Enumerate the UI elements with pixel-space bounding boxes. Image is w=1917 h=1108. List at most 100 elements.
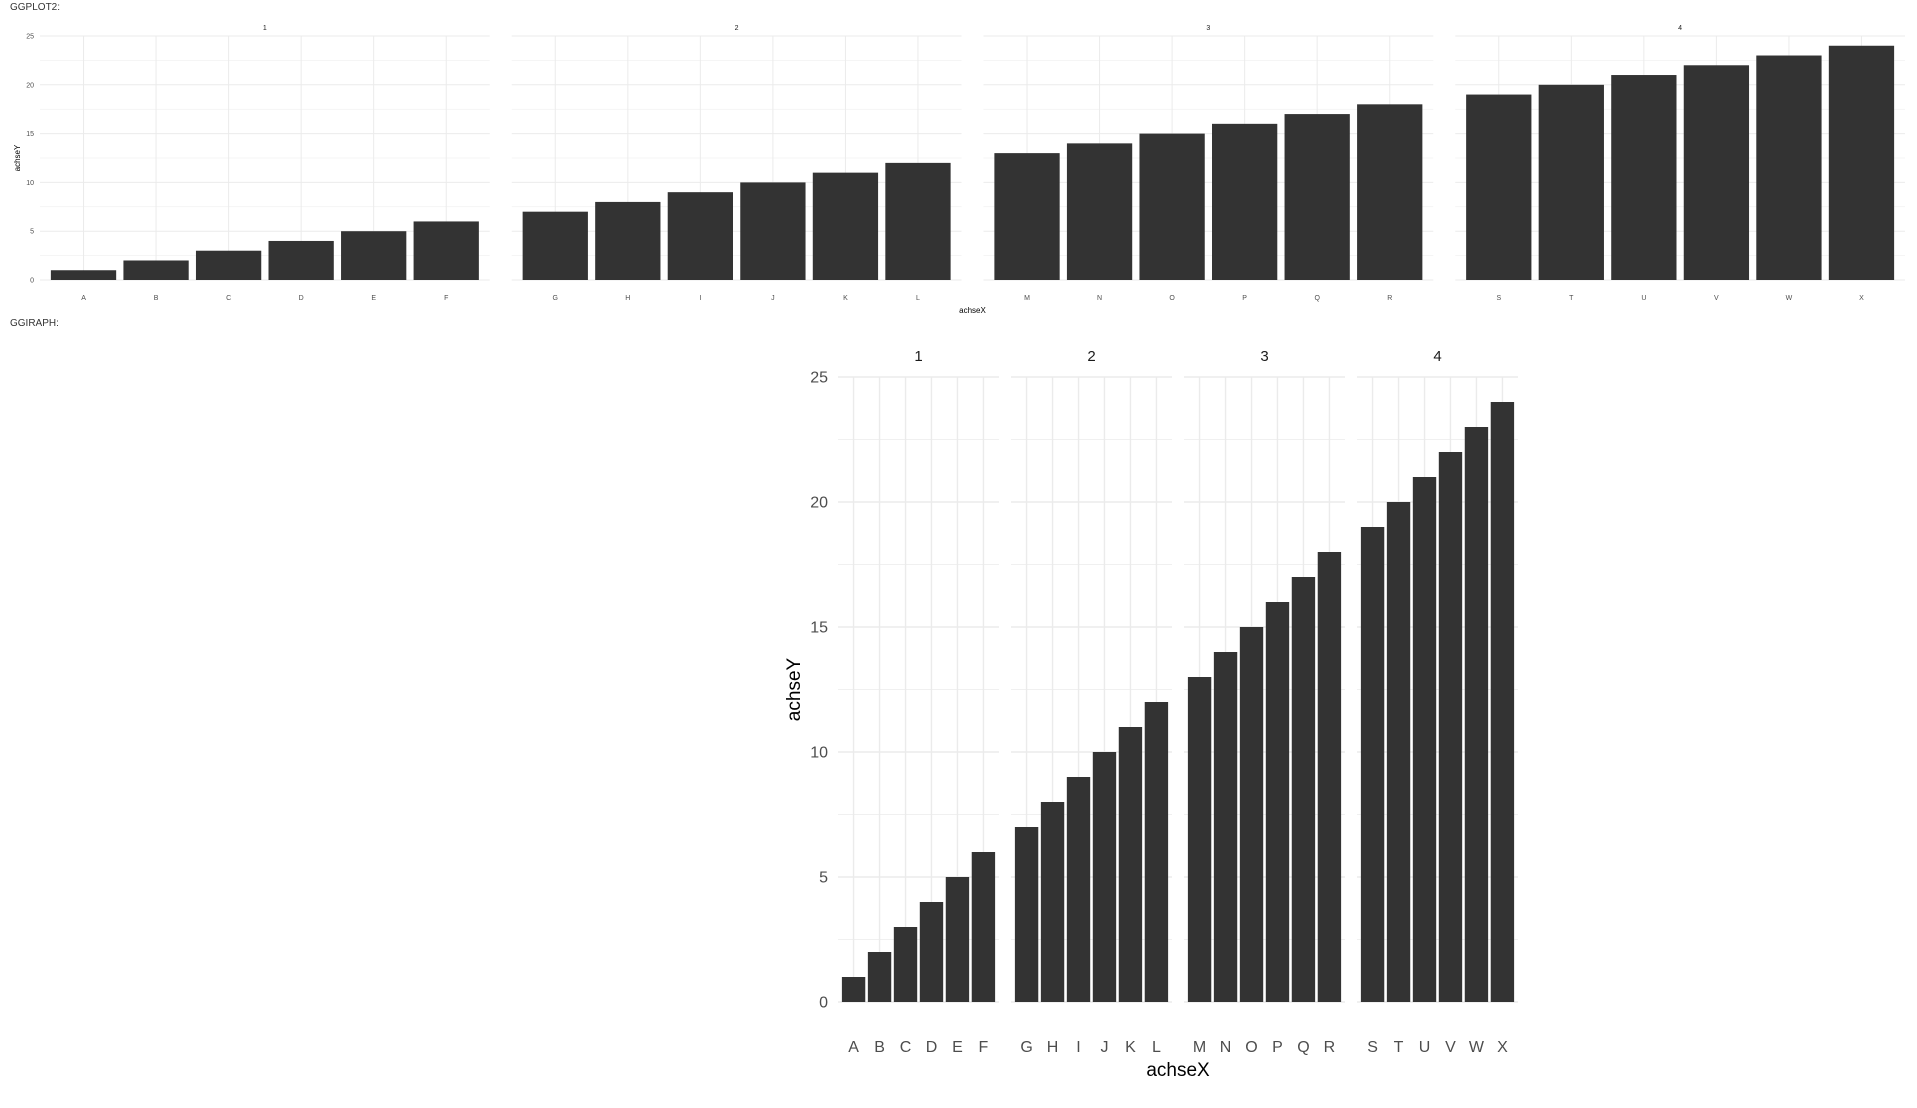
bar	[740, 182, 806, 280]
bar	[1538, 84, 1604, 280]
x-tick-label: B	[154, 295, 159, 302]
facet-label: 3	[1260, 348, 1268, 365]
bar	[1464, 427, 1489, 1002]
bar	[1118, 727, 1143, 1002]
facet-label: 4	[1678, 25, 1682, 32]
y-tick-label: 0	[30, 277, 34, 284]
x-tick-label: E	[952, 1039, 963, 1056]
x-tick-label: U	[1419, 1039, 1431, 1056]
bar	[1187, 677, 1212, 1002]
bar	[841, 977, 866, 1002]
x-tick-label: O	[1169, 295, 1175, 302]
x-tick-label: J	[771, 295, 775, 302]
bar	[1239, 627, 1264, 1002]
bar	[971, 852, 996, 1002]
bar	[1212, 123, 1278, 280]
bar	[1139, 133, 1205, 280]
y-tick-label: 15	[26, 131, 34, 138]
bar	[1828, 45, 1895, 281]
bar	[1092, 752, 1117, 1002]
x-tick-label: M	[1193, 1039, 1206, 1056]
x-tick-label: L	[1152, 1039, 1161, 1056]
bar	[1291, 577, 1316, 1002]
bar	[195, 250, 262, 280]
bar	[50, 270, 117, 280]
x-tick-label: N	[1220, 1039, 1232, 1056]
x-tick-label: R	[1324, 1039, 1336, 1056]
bar	[1040, 802, 1065, 1002]
bar	[945, 877, 970, 1002]
bar	[1014, 827, 1039, 1002]
x-tick-label: B	[874, 1039, 885, 1056]
x-tick-label: U	[1641, 295, 1646, 302]
facet-label: 4	[1433, 348, 1441, 365]
bar	[1213, 652, 1238, 1002]
bar	[1144, 702, 1169, 1002]
x-tick-label: H	[1047, 1039, 1059, 1056]
bar	[1438, 452, 1463, 1002]
x-tick-label: K	[843, 295, 848, 302]
x-tick-label: M	[1024, 295, 1030, 302]
y-tick-label: 15	[810, 620, 828, 637]
bar	[1611, 75, 1677, 280]
bar	[867, 952, 892, 1002]
x-tick-label: N	[1097, 295, 1102, 302]
bar	[1386, 502, 1411, 1002]
x-tick-label: Q	[1314, 295, 1320, 302]
bar	[1317, 552, 1342, 1002]
y-tick-label: 10	[26, 180, 34, 187]
y-tick-label: 20	[26, 82, 34, 89]
bar	[1284, 114, 1350, 280]
bar	[1265, 602, 1290, 1002]
y-tick-label: 25	[810, 370, 828, 387]
x-tick-label: X	[1859, 295, 1864, 302]
bar	[341, 231, 407, 280]
x-tick-label: P	[1272, 1039, 1283, 1056]
bar	[1066, 143, 1133, 280]
x-tick-label: A	[848, 1039, 859, 1056]
facet-label: 2	[1087, 348, 1095, 365]
x-tick-label: J	[1100, 1039, 1108, 1056]
bar	[812, 172, 879, 280]
facet-label: 2	[735, 25, 739, 32]
x-tick-label: L	[916, 295, 920, 302]
x-tick-label: H	[625, 295, 630, 302]
y-tick-label: 0	[819, 995, 828, 1012]
x-tick-label: D	[926, 1039, 938, 1056]
y-tick-label: 25	[26, 33, 34, 40]
x-tick-label: V	[1445, 1039, 1456, 1056]
x-axis-title: achseX	[1146, 1060, 1210, 1081]
x-tick-label: S	[1367, 1039, 1378, 1056]
x-tick-label: O	[1245, 1039, 1257, 1056]
bar	[413, 221, 479, 280]
x-tick-label: I	[699, 295, 701, 302]
bar	[1490, 402, 1515, 1002]
x-tick-label: Q	[1297, 1039, 1309, 1056]
bar	[1357, 104, 1423, 280]
x-tick-label: D	[299, 295, 304, 302]
x-tick-label: R	[1387, 295, 1392, 302]
x-tick-label: F	[444, 295, 448, 302]
x-tick-label: C	[900, 1039, 912, 1056]
x-tick-label: T	[1394, 1039, 1404, 1056]
bar	[1756, 55, 1822, 280]
y-axis-title: achseY	[784, 657, 805, 721]
bar	[885, 162, 951, 280]
bar	[893, 927, 918, 1002]
bar	[919, 902, 944, 1002]
bar	[1360, 527, 1385, 1002]
bar	[1466, 94, 1532, 280]
bar	[1066, 777, 1091, 1002]
bar	[1412, 477, 1437, 1002]
facet-label: 1	[263, 25, 267, 32]
bar	[1683, 65, 1750, 280]
bar	[595, 201, 661, 280]
x-tick-label: I	[1076, 1039, 1080, 1056]
x-tick-label: G	[1020, 1039, 1032, 1056]
bar	[268, 240, 334, 280]
x-axis-title: achseX	[959, 306, 986, 315]
x-tick-label: C	[226, 295, 231, 302]
y-tick-label: 10	[810, 745, 828, 762]
x-tick-label: X	[1497, 1039, 1508, 1056]
